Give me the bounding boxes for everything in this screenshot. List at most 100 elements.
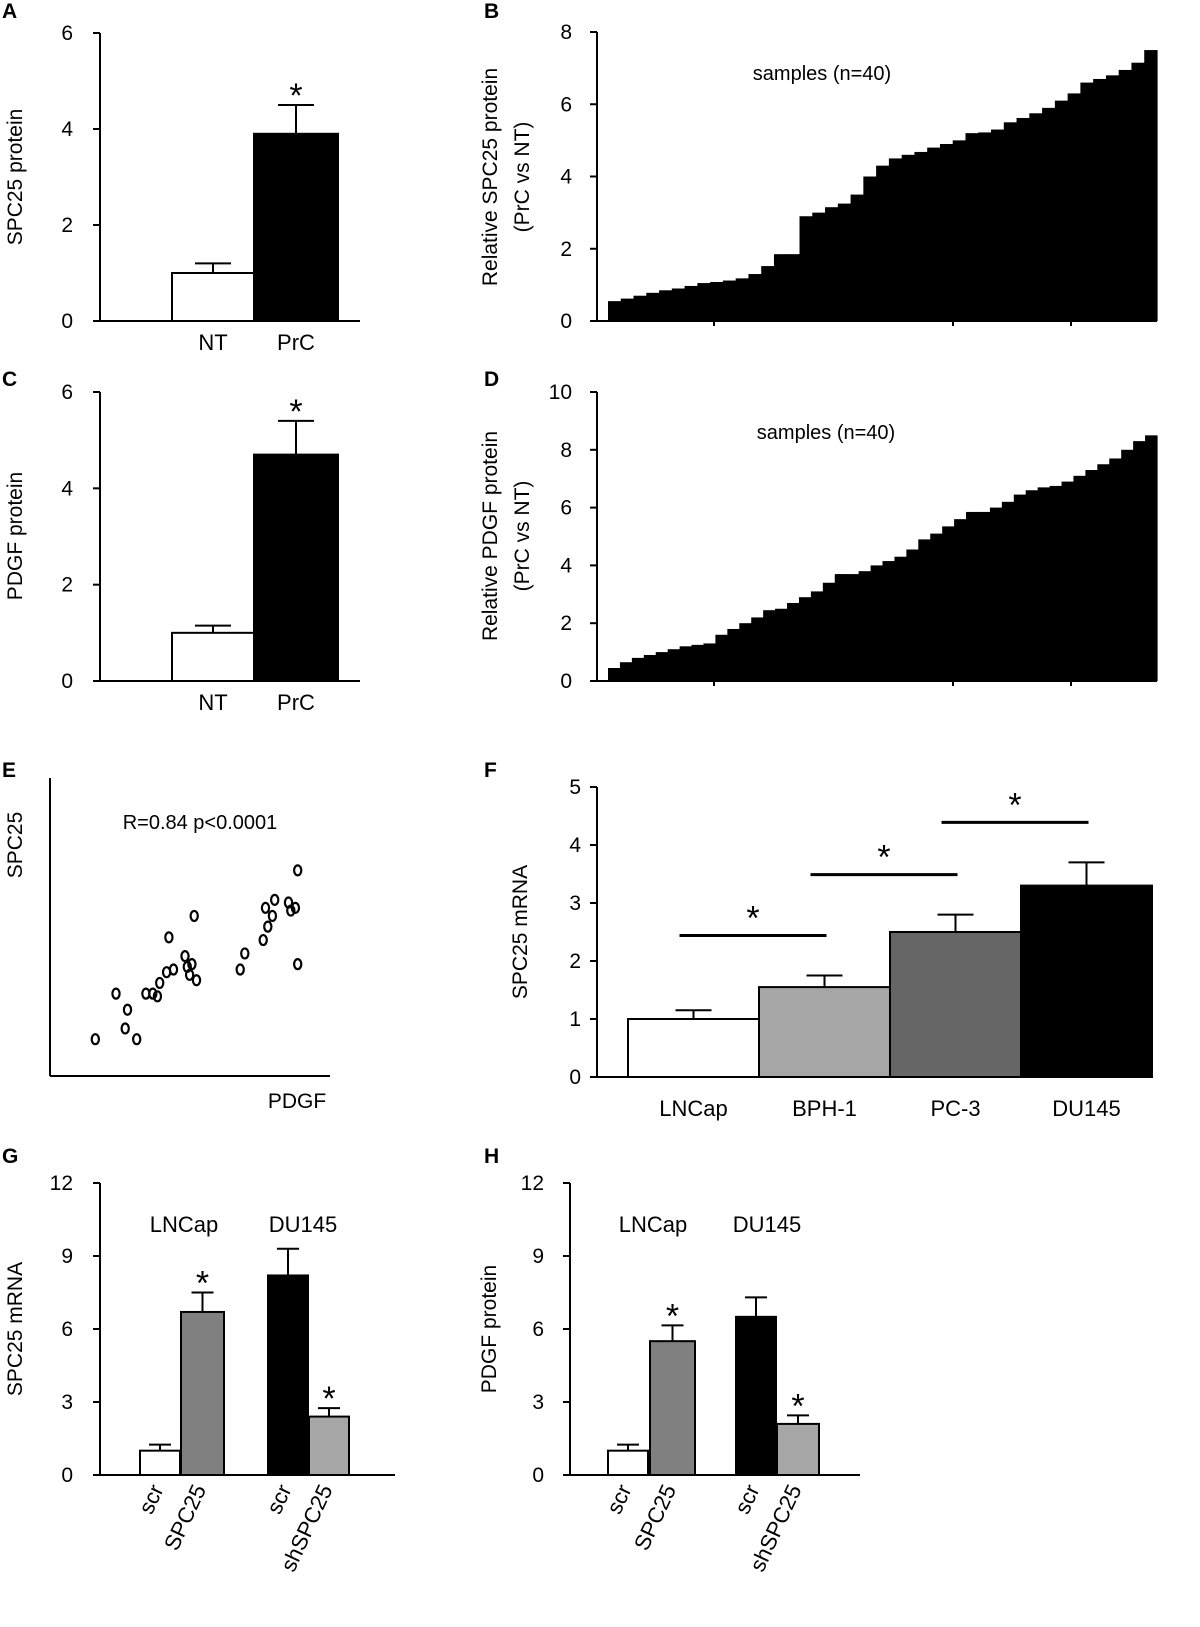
y-axis-label: Relative PDGF protein xyxy=(479,431,502,641)
y-axis-label: SPC25 protein xyxy=(4,109,27,246)
y-axis-label: PDGF protein xyxy=(478,1265,501,1393)
sample-bar xyxy=(888,158,903,321)
sample-bar xyxy=(739,623,752,681)
sample-bar xyxy=(914,151,928,321)
category-label: scr xyxy=(729,1481,764,1518)
sample-bar xyxy=(834,574,848,681)
y-tick-label: 8 xyxy=(560,21,572,44)
bar-prc xyxy=(253,453,339,682)
y-tick-label: 0 xyxy=(569,1066,581,1089)
sample-bar xyxy=(727,628,740,681)
scatter-point xyxy=(267,909,278,923)
sample-bar xyxy=(608,667,621,681)
sample-bar xyxy=(1085,470,1098,681)
y-tick-label: 2 xyxy=(61,574,73,597)
y-tick-label: 8 xyxy=(560,439,572,462)
y-tick-label: 2 xyxy=(560,238,572,261)
sample-bar xyxy=(751,617,764,681)
scatter-point xyxy=(270,893,280,906)
y-tick-label: 4 xyxy=(560,166,572,189)
category-label: scr xyxy=(261,1481,296,1518)
sample-bar xyxy=(799,216,813,321)
sample-bar xyxy=(1109,458,1122,681)
y-tick-label: 0 xyxy=(61,670,73,693)
sample-bar xyxy=(822,582,836,681)
scatter-point xyxy=(263,920,273,933)
sample-bar xyxy=(882,561,896,681)
category-label: DU145 xyxy=(1052,1096,1120,1121)
sample-bar xyxy=(977,511,991,681)
sample-bar xyxy=(633,295,647,321)
sample-bar xyxy=(906,549,919,681)
sample-bar xyxy=(735,278,750,321)
sample-bar xyxy=(697,283,711,321)
y-axis-label: SPC25 xyxy=(4,812,27,879)
scatter-point xyxy=(111,987,121,1000)
sample-bar xyxy=(775,608,788,681)
panel-e-scatter-plot: E SPC25 R=0.84 p<0.0001 PDGF xyxy=(2,759,330,1113)
sample-bar xyxy=(876,165,890,321)
sample-bar xyxy=(763,610,776,681)
scatter-point xyxy=(154,976,165,990)
group-label: DU145 xyxy=(733,1212,801,1237)
bar-bph-1 xyxy=(758,986,891,1078)
panel-letter: B xyxy=(484,0,499,23)
scatter-point xyxy=(240,947,250,960)
scatter-point xyxy=(184,968,195,981)
sample-count-annotation: samples (n=40) xyxy=(753,63,891,85)
sample-bar xyxy=(837,203,852,321)
sample-bar xyxy=(991,129,1005,321)
scatter-point xyxy=(122,1003,133,1016)
y-tick-label: 4 xyxy=(61,118,73,141)
sample-bar xyxy=(646,292,660,321)
significance-star: * xyxy=(196,1265,209,1303)
panel-letter: F xyxy=(484,759,497,782)
sample-bar xyxy=(978,132,992,321)
panel-letter: D xyxy=(484,368,499,391)
sample-bar xyxy=(1001,501,1015,681)
y-tick-label: 6 xyxy=(61,381,73,404)
sample-bar xyxy=(684,285,698,321)
category-label: NT xyxy=(198,330,227,355)
sample-count-annotation: samples (n=40) xyxy=(757,422,895,444)
scatter-point xyxy=(235,963,245,976)
sample-bar xyxy=(1121,449,1134,681)
sample-bar xyxy=(930,533,943,681)
sample-bar xyxy=(954,519,967,681)
sample-bar xyxy=(748,274,762,321)
scatter-point xyxy=(168,963,179,976)
panel-b-sorted-area-chart: B 0 2 4 6 8 Relative SPC25 protein (PrC vs NT) s… xyxy=(479,0,1158,333)
scatter-point xyxy=(293,958,303,971)
panel-letter: E xyxy=(2,759,16,782)
significance-star: * xyxy=(666,1297,679,1335)
y-tick-label: 6 xyxy=(532,1318,544,1341)
sample-bar xyxy=(952,140,967,321)
panel-f-bar-chart: F 0 1 2 3 4 5 SPC25 mRNA LNCap BPH-1 PC-3 DU145 * * * xyxy=(484,759,1153,1121)
y-tick-label: 12 xyxy=(521,1172,544,1195)
sample-bar xyxy=(870,565,884,681)
bar-prc xyxy=(253,132,339,322)
sample-bar xyxy=(1067,93,1081,321)
bar-spc25 xyxy=(649,1340,696,1476)
sample-bar xyxy=(1073,475,1086,681)
sample-bar xyxy=(798,597,812,681)
panel-letter: A xyxy=(2,0,17,23)
bar-pc-3 xyxy=(889,931,1022,1078)
y-tick-label: 2 xyxy=(569,950,581,973)
sample-bar xyxy=(1144,50,1158,321)
sample-bar xyxy=(655,652,669,681)
sample-bar xyxy=(619,662,633,681)
y-tick-label: 0 xyxy=(560,310,572,333)
sample-bar xyxy=(1013,494,1027,681)
sample-bar xyxy=(942,526,955,681)
y-axis-label: PDGF protein xyxy=(4,472,27,600)
category-label: SPC25 xyxy=(629,1481,681,1555)
sample-bar xyxy=(679,646,693,681)
sample-bar xyxy=(1093,78,1107,322)
y-tick-label: 9 xyxy=(532,1245,544,1268)
bar-scr xyxy=(267,1274,309,1477)
category-label: PC-3 xyxy=(930,1096,980,1121)
bar-shspc25 xyxy=(308,1415,350,1476)
